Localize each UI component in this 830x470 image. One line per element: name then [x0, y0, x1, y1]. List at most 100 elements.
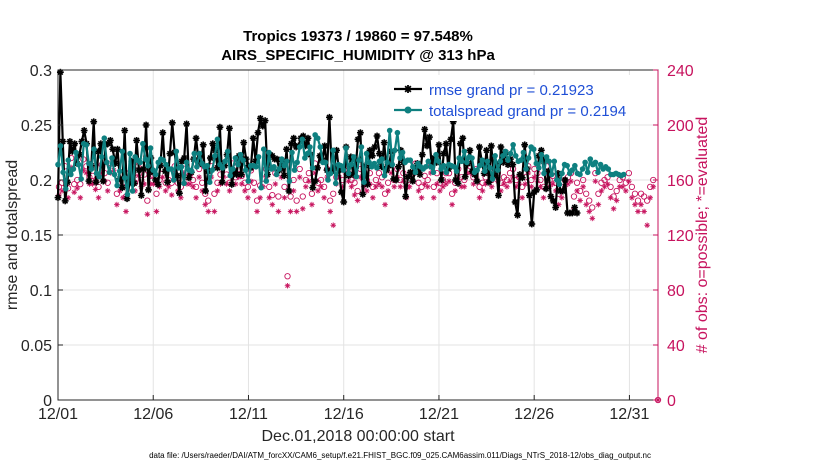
obs-possible-point	[354, 187, 361, 195]
obs-possible-point	[586, 197, 593, 204]
spread-point	[340, 167, 347, 173]
obs-evaluated-point	[168, 192, 175, 198]
obs-evaluated-point	[153, 208, 160, 215]
obs-possible-point	[415, 179, 422, 186]
obs-evaluated-point	[193, 194, 199, 201]
spread-point	[556, 181, 563, 188]
rmse-point	[54, 194, 62, 201]
obs-possible-point	[296, 165, 303, 173]
spread-point	[253, 164, 259, 170]
rmse-point	[435, 141, 443, 149]
rmse-point	[218, 178, 226, 186]
obs-evaluated-point	[397, 183, 404, 190]
obs-evaluated-point	[507, 178, 513, 185]
obs-possible-point	[205, 197, 212, 204]
spread-point	[278, 156, 285, 162]
obs-evaluated-point	[242, 188, 248, 194]
spread-point	[440, 162, 447, 169]
rmse-point	[159, 129, 167, 137]
obs-evaluated-point	[306, 178, 312, 185]
spread-point	[168, 166, 174, 172]
obs-possible-point	[299, 193, 306, 200]
spread-point	[484, 158, 491, 165]
spread-point	[572, 162, 578, 169]
spread-point	[366, 159, 372, 166]
rmse-point	[366, 146, 374, 154]
spread-point	[263, 178, 270, 184]
spread-point	[474, 167, 480, 173]
legend-spread-label: totalspread grand pr = 0.2194	[429, 103, 626, 120]
obs-possible-point	[281, 183, 288, 191]
spread-point	[433, 151, 439, 158]
spread-point	[577, 171, 583, 178]
spread-point	[584, 169, 591, 176]
spread-point	[582, 159, 588, 166]
rmse-point	[154, 181, 162, 188]
obs-evaluated-point	[379, 183, 385, 190]
obs-evaluated-point	[187, 181, 193, 187]
obs-evaluated-point	[345, 178, 352, 185]
obs-possible-point	[372, 176, 380, 184]
rmse-point	[485, 178, 493, 186]
obs-evaluated-point	[309, 201, 315, 208]
spread-point	[273, 171, 280, 178]
y-right-tick-label: 40	[667, 338, 685, 355]
spread-point	[237, 151, 244, 158]
spread-point	[327, 170, 334, 177]
spread-point	[232, 155, 239, 161]
data-file-footnote: data file: /Users/raeder/DAI/ATM_forcXX/…	[149, 451, 651, 460]
obs-evaluated-point	[71, 189, 77, 196]
obs-evaluated-point	[370, 194, 376, 201]
y-right-tick-label: 240	[667, 63, 694, 80]
rmse-point	[442, 140, 450, 148]
spread-point	[152, 171, 159, 178]
obs-possible-point	[275, 193, 282, 200]
spread-point	[317, 144, 324, 150]
spread-point	[518, 157, 524, 163]
spread-point	[289, 149, 295, 156]
obs-possible-point	[351, 179, 358, 186]
rmse-point	[202, 187, 210, 195]
spread-point	[345, 170, 352, 177]
spread-point	[181, 180, 187, 187]
rmse-point	[542, 185, 550, 193]
spread-point	[70, 166, 77, 172]
obs-possible-point	[144, 197, 151, 204]
rmse-point	[376, 150, 383, 157]
obs-evaluated-point	[479, 188, 486, 194]
rmse-point	[395, 163, 402, 171]
rmse-point	[354, 135, 362, 143]
obs-possible-point	[448, 190, 456, 197]
rmse-point	[226, 124, 233, 132]
spread-point	[304, 150, 311, 157]
rmse-point	[514, 211, 521, 219]
rmse-point	[314, 164, 321, 172]
spread-point	[579, 166, 586, 172]
spread-point	[543, 154, 550, 160]
obs-evaluated-point	[589, 215, 596, 222]
rmse-point	[528, 220, 536, 228]
obs-possible-point	[631, 190, 639, 197]
obs-evaluated-point	[239, 181, 245, 187]
y-tick-label: 0.15	[21, 228, 52, 245]
rmse-point	[261, 117, 269, 124]
x-tick-label: 12/16	[324, 406, 364, 423]
rmse-point	[259, 122, 267, 130]
obs-possible-point	[640, 193, 648, 200]
spread-point	[533, 160, 540, 167]
obs-possible-point	[253, 197, 261, 204]
spread-point	[332, 180, 339, 187]
y-tick-label: 0.05	[21, 338, 52, 355]
obs-evaluated-point	[641, 208, 647, 215]
obs-possible-point	[476, 183, 483, 191]
obs-evaluated-point	[650, 183, 657, 190]
spread-point	[57, 143, 64, 149]
y-tick-label: 0.2	[30, 173, 52, 190]
rmse-point	[473, 177, 481, 185]
spread-point	[140, 140, 146, 147]
obs-evaluated-point	[540, 194, 547, 201]
obs-evaluated-point	[431, 194, 437, 201]
obs-evaluated-point	[598, 188, 605, 194]
spread-point	[178, 164, 185, 170]
spread-point	[271, 164, 277, 170]
